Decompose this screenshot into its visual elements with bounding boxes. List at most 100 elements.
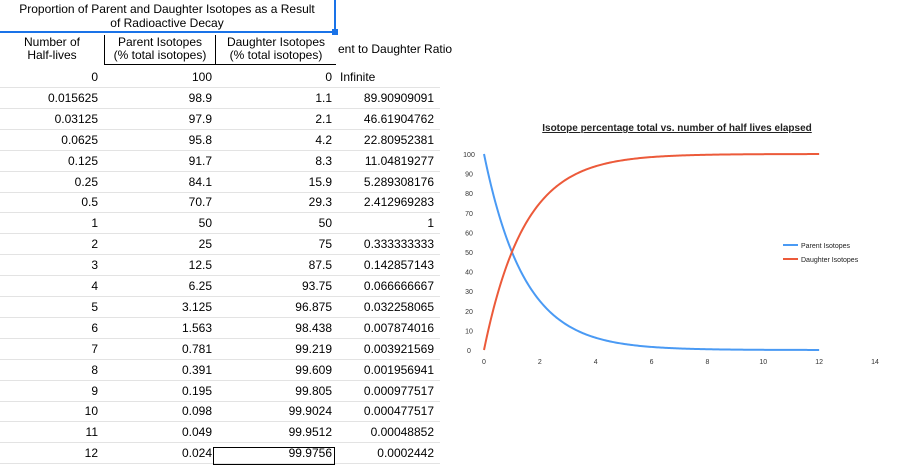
y-tick-label: 0 xyxy=(467,348,471,355)
cell-parent[interactable]: 84.1 xyxy=(188,175,212,189)
cell-parent[interactable]: 25 xyxy=(198,237,212,251)
cell-parent[interactable]: 98.9 xyxy=(188,91,212,105)
cell-ratio[interactable]: 0.032258065 xyxy=(363,300,434,314)
x-tick-label: 8 xyxy=(705,359,709,366)
cell-parent[interactable]: 0.781 xyxy=(181,342,212,356)
cell-daughter[interactable]: 99.805 xyxy=(295,384,332,398)
cell-parent[interactable]: 0.391 xyxy=(181,363,212,377)
cell-ratio[interactable]: 1 xyxy=(427,216,434,230)
cell-ratio[interactable]: 5.289308176 xyxy=(363,175,434,189)
y-tick-label: 20 xyxy=(465,309,473,316)
y-tick-label: 30 xyxy=(465,289,473,296)
y-tick-label: 100 xyxy=(463,152,475,159)
cell-daughter[interactable]: 4.2 xyxy=(315,133,332,147)
cell-daughter[interactable]: 15.9 xyxy=(308,175,332,189)
cell-ratio[interactable]: 0.000477517 xyxy=(363,404,434,418)
cell-daughter[interactable]: 93.75 xyxy=(301,279,332,293)
cell-ratio[interactable]: 0.000977517 xyxy=(363,384,434,398)
cell-half-lives[interactable]: 0.25 xyxy=(74,175,98,189)
cell-half-lives[interactable]: 6 xyxy=(91,321,98,335)
cell-daughter[interactable]: 75 xyxy=(318,237,332,251)
cell-parent[interactable]: 50 xyxy=(198,216,212,230)
selected-cell[interactable] xyxy=(213,447,335,465)
cell-half-lives[interactable]: 5 xyxy=(91,300,98,314)
cell-parent[interactable]: 97.9 xyxy=(188,112,212,126)
cell-half-lives[interactable]: 11 xyxy=(85,425,98,439)
cell-daughter[interactable]: 0 xyxy=(325,70,332,84)
cell-ratio[interactable]: 0.001956941 xyxy=(363,363,434,377)
cell-ratio[interactable]: 0.0002442 xyxy=(377,446,434,460)
cell-daughter[interactable]: 98.438 xyxy=(295,321,332,335)
row-gridline xyxy=(0,150,440,151)
y-tick-label: 50 xyxy=(465,250,473,257)
cell-parent[interactable]: 91.7 xyxy=(188,154,212,168)
cell-parent[interactable]: 0.024 xyxy=(181,446,212,460)
cell-daughter[interactable]: 99.609 xyxy=(295,363,332,377)
cell-daughter[interactable]: 50 xyxy=(318,216,332,230)
cell-ratio[interactable]: Infinite xyxy=(340,70,376,84)
cell-half-lives[interactable]: 2 xyxy=(91,237,98,251)
cell-ratio[interactable]: 89.90909091 xyxy=(363,91,434,105)
row-gridline xyxy=(0,108,440,109)
cell-ratio[interactable]: 0.066666667 xyxy=(363,279,434,293)
cell-parent[interactable]: 0.098 xyxy=(181,404,212,418)
cell-parent[interactable]: 100 xyxy=(191,70,212,84)
cell-half-lives[interactable]: 0.0625 xyxy=(61,133,98,147)
legend-label: Daughter Isotopes xyxy=(801,257,859,264)
cell-half-lives[interactable]: 1 xyxy=(91,216,98,230)
cell-half-lives[interactable]: 4 xyxy=(91,279,98,293)
cell-ratio[interactable]: 0.007874016 xyxy=(363,321,434,335)
cell-parent[interactable]: 0.195 xyxy=(181,384,212,398)
row-gridline xyxy=(0,380,440,381)
cell-half-lives[interactable]: 0.125 xyxy=(67,154,98,168)
cell-half-lives[interactable]: 7 xyxy=(91,342,98,356)
cell-half-lives[interactable]: 3 xyxy=(91,258,98,272)
selection-fill-handle[interactable] xyxy=(332,29,338,35)
cell-daughter[interactable]: 99.9024 xyxy=(288,404,332,418)
cell-daughter[interactable]: 29.3 xyxy=(308,195,332,209)
cell-half-lives[interactable]: 9 xyxy=(91,384,98,398)
cell-ratio[interactable]: 0.00048852 xyxy=(370,425,434,439)
header-daughter-line1: Daughter Isotopes xyxy=(226,35,326,49)
x-tick-label: 12 xyxy=(815,359,823,366)
row-gridline xyxy=(0,442,440,443)
cell-ratio[interactable]: 46.61904762 xyxy=(363,112,434,126)
cell-ratio[interactable]: 0.142857143 xyxy=(363,258,434,272)
cell-parent[interactable]: 0.049 xyxy=(181,425,212,439)
cell-ratio[interactable]: 22.80952381 xyxy=(363,133,434,147)
title-cell[interactable] xyxy=(0,0,336,33)
cell-half-lives[interactable]: 12 xyxy=(84,446,98,460)
row-gridline xyxy=(0,317,440,318)
cell-parent[interactable]: 95.8 xyxy=(188,133,212,147)
y-tick-label: 90 xyxy=(465,172,473,179)
cell-daughter[interactable]: 1.1 xyxy=(315,91,332,105)
row-gridline xyxy=(0,421,440,422)
cell-daughter[interactable]: 8.3 xyxy=(315,154,332,168)
cell-half-lives[interactable]: 8 xyxy=(91,363,98,377)
x-tick-label: 2 xyxy=(538,359,542,366)
cell-daughter[interactable]: 99.219 xyxy=(295,342,332,356)
cell-parent[interactable]: 1.563 xyxy=(181,321,212,335)
cell-daughter[interactable]: 99.9512 xyxy=(288,425,332,439)
header-half-lives-line2: Half-lives xyxy=(27,48,77,62)
cell-half-lives[interactable]: 0.03125 xyxy=(54,112,98,126)
cell-parent[interactable]: 6.25 xyxy=(188,279,212,293)
cell-daughter[interactable]: 99.9756 xyxy=(288,446,332,460)
cell-half-lives[interactable]: 0.015625 xyxy=(47,91,98,105)
row-gridline xyxy=(0,233,440,234)
cell-ratio[interactable]: 11.04819277 xyxy=(364,154,434,168)
y-tick-label: 60 xyxy=(465,230,473,237)
cell-half-lives[interactable]: 0.5 xyxy=(81,195,98,209)
cell-daughter[interactable]: 96.875 xyxy=(295,300,332,314)
cell-half-lives[interactable]: 10 xyxy=(84,404,98,418)
cell-parent[interactable]: 70.7 xyxy=(188,195,212,209)
cell-parent[interactable]: 3.125 xyxy=(181,300,212,314)
cell-half-lives[interactable]: 0 xyxy=(91,70,98,84)
cell-ratio[interactable]: 2.412969283 xyxy=(363,195,434,209)
legend-label: Parent Isotopes xyxy=(801,243,851,250)
cell-ratio[interactable]: 0.333333333 xyxy=(363,237,434,251)
cell-daughter[interactable]: 2.1 xyxy=(315,112,332,126)
cell-parent[interactable]: 12.5 xyxy=(188,258,212,272)
cell-ratio[interactable]: 0.003921569 xyxy=(363,342,434,356)
cell-daughter[interactable]: 87.5 xyxy=(308,258,332,272)
